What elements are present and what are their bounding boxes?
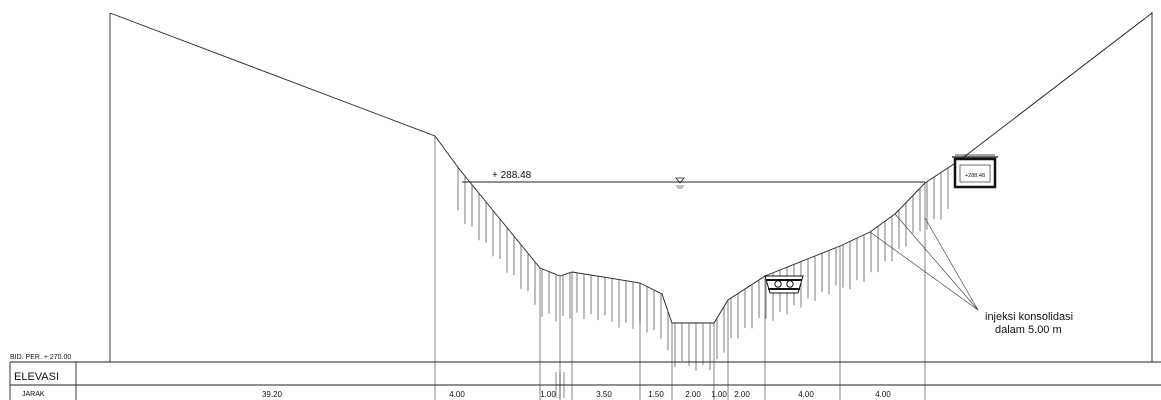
- annotation-line-1: injeksi konsolidasi: [985, 311, 1073, 323]
- distance-label: 2.00: [685, 390, 701, 399]
- distance-label: 1.00: [711, 390, 727, 399]
- distance-labels: 39.20 4.00 1.00 3.50 1.50 2.00 1.00 2.00 4.00 4.0…: [262, 390, 891, 399]
- distance-label: 4.00: [875, 390, 891, 399]
- upper-gallery: +288.48: [952, 154, 998, 189]
- distance-label: 4.00: [449, 390, 465, 399]
- water-level-symbol: [675, 177, 685, 189]
- table-row-elevasi-label: ELEVASI: [14, 371, 59, 383]
- annotation-leaders: [869, 213, 979, 311]
- water-level-label: + 288.48: [492, 170, 532, 181]
- distance-label: 1.50: [648, 390, 664, 399]
- consolidation-injection-lines: [457, 167, 949, 371]
- annotation-line-2: dalam 5.00 m: [995, 324, 1062, 336]
- station-lines: [434, 136, 926, 400]
- datum-label: BID. PER. + 270.00: [10, 354, 71, 361]
- upper-gallery-label: +288.48: [965, 173, 985, 179]
- mid-gallery: [764, 275, 804, 294]
- distance-label: 39.20: [262, 390, 283, 399]
- distance-label: 3.50: [596, 390, 612, 399]
- ground-profile-line: [109, 12, 1153, 324]
- distance-label: 2.00: [734, 390, 750, 399]
- table-row-jarak-label: JARAK: [22, 391, 45, 398]
- distance-label: 1.00: [540, 390, 556, 399]
- distance-label: 4.00: [798, 390, 814, 399]
